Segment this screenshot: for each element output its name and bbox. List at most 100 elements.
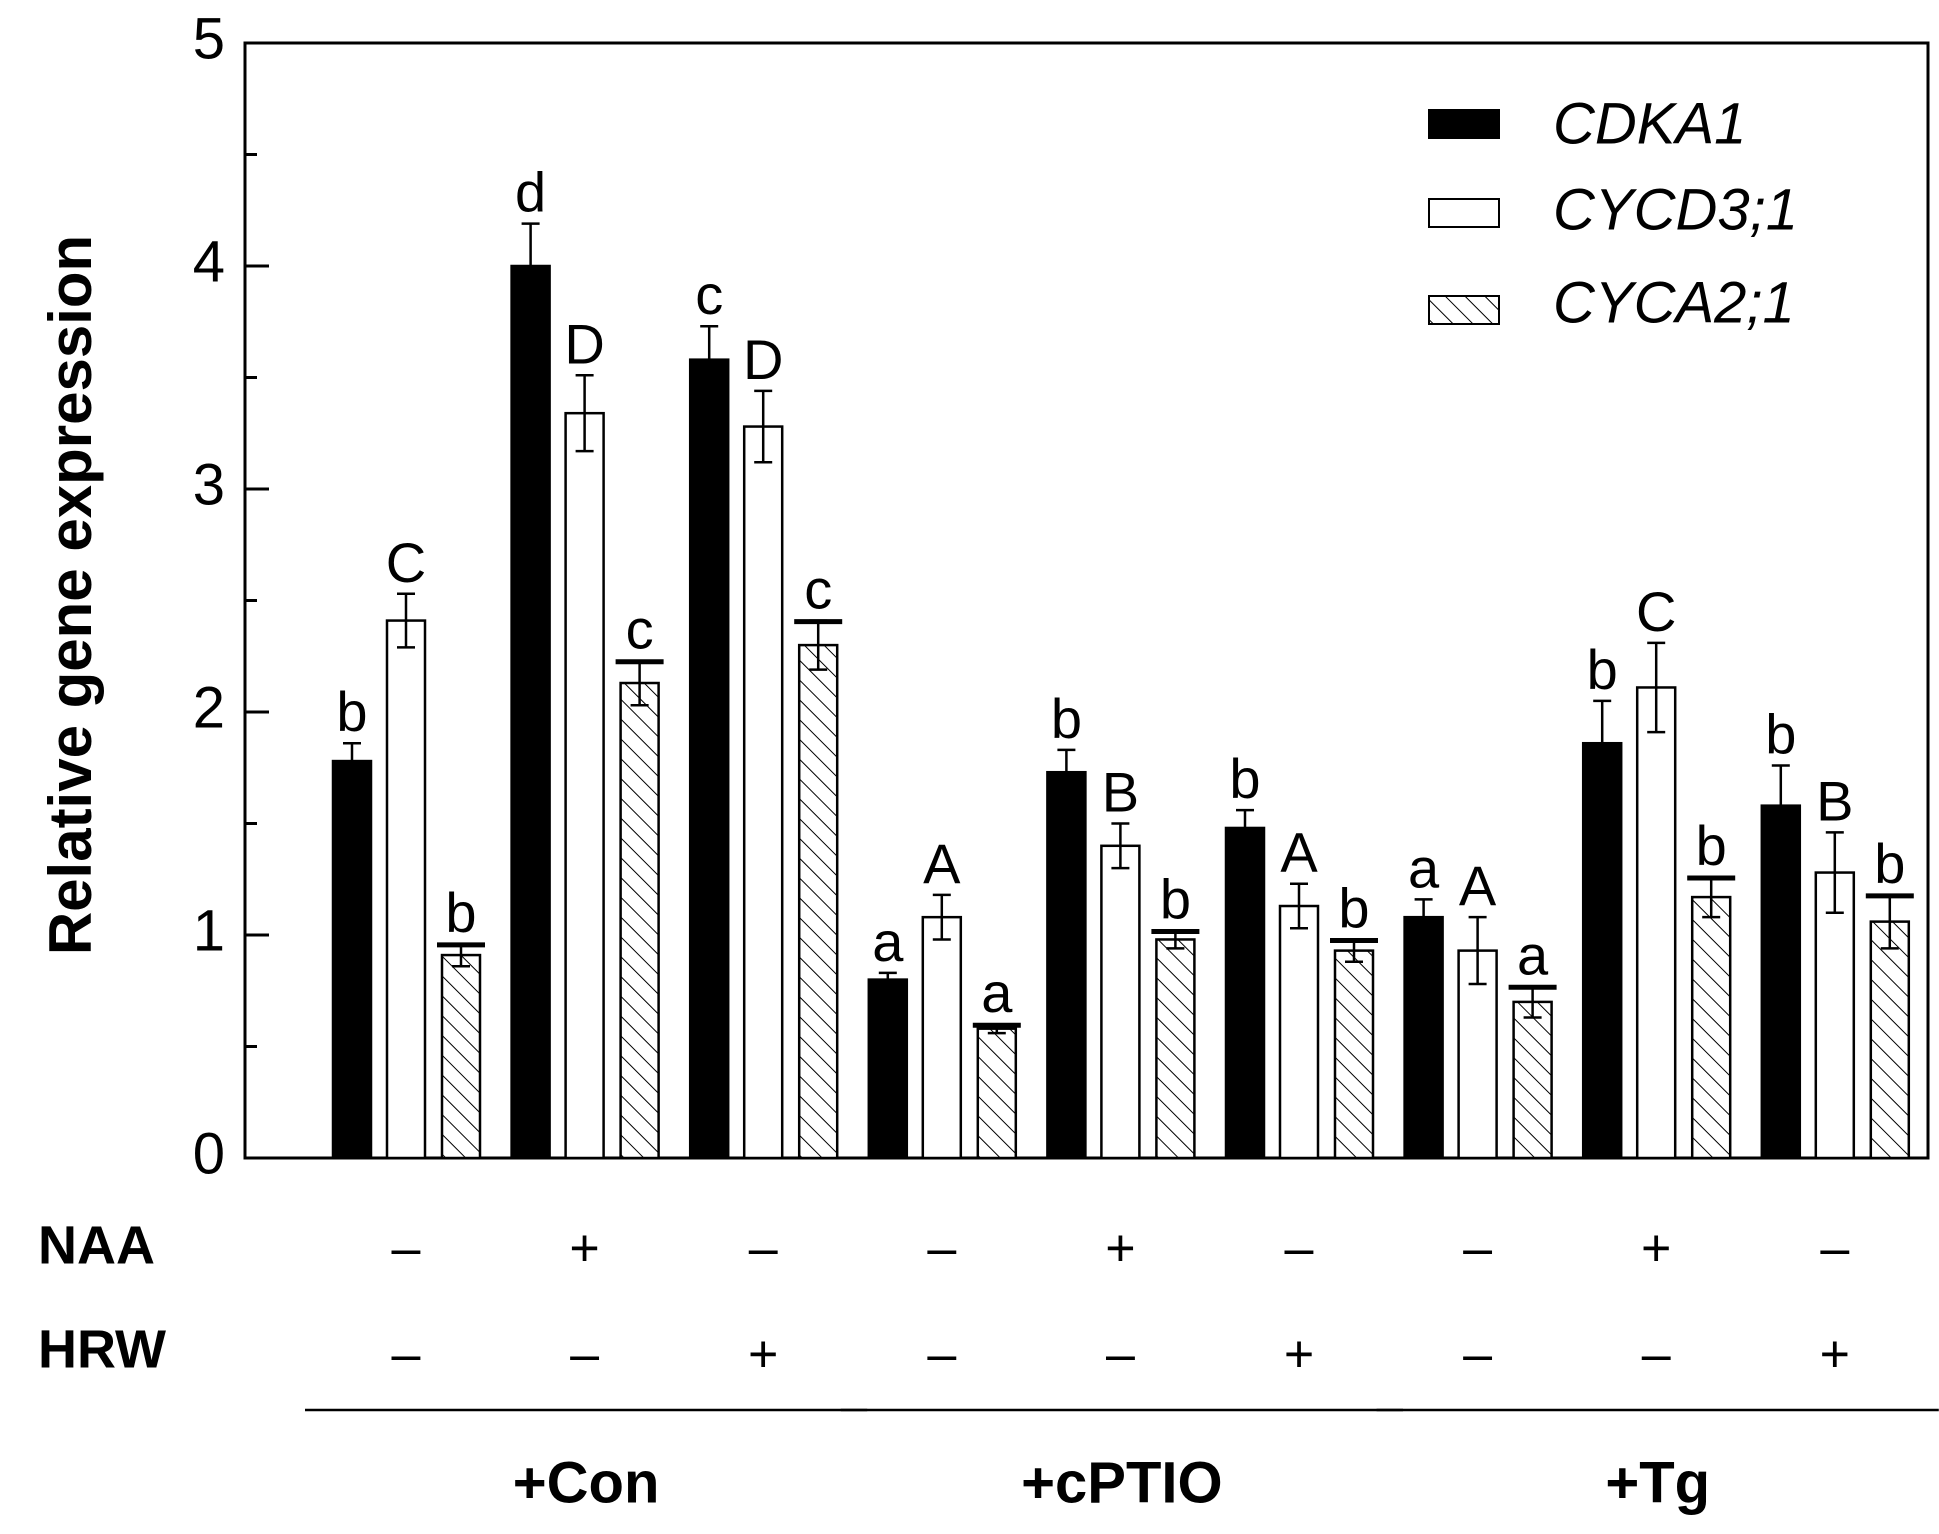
- hrw-sign: –: [927, 1326, 956, 1384]
- error-bar-cycd3-1: [397, 592, 415, 649]
- error-bar-cdka1: [1236, 808, 1254, 848]
- bar-cdka1: [331, 759, 373, 1160]
- bar-cyca2-1: [797, 643, 839, 1160]
- bar-cycd3-1: [385, 619, 427, 1160]
- bar-cycd3-1: [1814, 871, 1856, 1160]
- bar-cycd3-1: [564, 411, 605, 1160]
- letter-cycd3-1: D: [564, 312, 604, 375]
- error-bar-cycd3-1: [575, 374, 594, 453]
- error-bar-cdka1: [1057, 748, 1076, 796]
- bar-cdka1: [688, 358, 730, 1160]
- bar-cycd3-1: [1635, 686, 1677, 1160]
- letter-cycd3-1: C: [386, 531, 426, 594]
- legend-label-cycd3-1: CYCD3;1: [1553, 177, 1798, 242]
- letter-cdka1: b: [336, 680, 367, 743]
- letter-cdka1: b: [1765, 703, 1796, 766]
- letter-cycd3-1: A: [1459, 854, 1497, 917]
- bar-cyca2-1: [1155, 938, 1196, 1160]
- hrw-sign: +: [748, 1326, 778, 1384]
- naa-sign: –: [1285, 1220, 1314, 1278]
- bar-cdka1: [1581, 741, 1623, 1160]
- letter-cyca2-1: b: [445, 881, 476, 944]
- error-bar-cdka1: [700, 324, 719, 395]
- letter-cyca2-1: b: [1160, 868, 1191, 931]
- error-bar-cycd3-1: [754, 389, 773, 464]
- bar-cdka1: [867, 978, 909, 1160]
- naa-sign: –: [392, 1220, 421, 1278]
- hrw-sign: –: [570, 1326, 599, 1384]
- bar-cdka1: [1760, 804, 1802, 1160]
- letter-cyca2-1: b: [1338, 876, 1369, 939]
- letter-cycd3-1: C: [1636, 580, 1676, 643]
- letter-cdka1: c: [695, 263, 723, 326]
- bar-cyca2-1: [976, 1027, 1018, 1160]
- y-tick-label: 4: [193, 229, 225, 294]
- legend-swatch-cyca2-1: [1428, 295, 1500, 325]
- error-bar-cycd3-1: [1290, 882, 1308, 930]
- bar-cyca2-1: [1869, 920, 1911, 1160]
- row-label-naa: NAA: [38, 1215, 155, 1275]
- y-axis: 0 1 2 3 4 5: [193, 6, 269, 1186]
- letter-cyca2-1: c: [804, 558, 832, 621]
- bar-cdka1: [1224, 826, 1266, 1160]
- y-axis-title: Relative gene expression: [37, 235, 104, 955]
- letter-cdka1: a: [1408, 836, 1440, 899]
- legend: CDKA1 CYCD3;1 CYCA2;1: [1428, 91, 1798, 335]
- bar-cdka1: [1403, 915, 1444, 1160]
- treatment-groups: +Con +cPTIO +Tg: [305, 1408, 1939, 1515]
- letter-cdka1: b: [1229, 747, 1260, 810]
- error-bar-cdka1: [1771, 764, 1790, 848]
- legend-swatch-cycd3-1: [1428, 198, 1500, 228]
- bar-cycd3-1: [742, 425, 784, 1160]
- letter-cyca2-1: b: [1696, 814, 1727, 877]
- letter-cyca2-1: a: [981, 961, 1013, 1024]
- error-bar-cycd3-1: [1468, 915, 1487, 986]
- legend-swatch-cdka1: [1428, 109, 1500, 139]
- letter-cycd3-1: A: [923, 832, 961, 895]
- bar-cyca2-1: [1333, 949, 1375, 1160]
- letter-cyca2-1: b: [1874, 832, 1905, 895]
- naa-sign: +: [1641, 1220, 1671, 1278]
- hrw-sign: –: [1463, 1326, 1492, 1384]
- hrw-sign: +: [1820, 1326, 1850, 1384]
- error-bar-cdka1: [1593, 699, 1612, 787]
- letter-cdka1: b: [1587, 638, 1618, 701]
- hrw-sign: –: [1642, 1326, 1671, 1384]
- letter-cycd3-1: B: [1816, 769, 1853, 832]
- error-bar-cdka1: [343, 741, 361, 781]
- bar-cycd3-1: [921, 915, 963, 1160]
- bar-cycd3-1: [1278, 904, 1320, 1160]
- letter-cdka1: a: [872, 910, 904, 973]
- letter-cycd3-1: B: [1102, 761, 1139, 824]
- error-bar-cycd3-1: [1647, 641, 1666, 734]
- naa-sign: –: [1820, 1220, 1849, 1278]
- naa-sign: +: [1105, 1220, 1135, 1278]
- error-bar-cycd3-1: [932, 893, 951, 941]
- error-bar-cycd3-1: [1825, 831, 1844, 914]
- bar-cyca2-1: [1512, 1000, 1553, 1160]
- naa-sign: –: [749, 1220, 778, 1278]
- naa-sign: +: [569, 1220, 599, 1278]
- bar-cdka1: [1046, 770, 1087, 1160]
- y-tick-label: 1: [193, 898, 225, 963]
- hrw-sign: +: [1284, 1326, 1314, 1384]
- letter-cyca2-1: c: [626, 598, 654, 661]
- naa-sign: –: [1463, 1220, 1492, 1278]
- y-tick-label: 3: [193, 452, 225, 517]
- error-bar-cdka1: [521, 222, 540, 310]
- bar-cdka1: [510, 264, 551, 1160]
- group-label: +Con: [513, 1450, 660, 1515]
- error-bar-cdka1: [878, 971, 897, 988]
- y-tick-label: 2: [193, 675, 225, 740]
- bar-cycd3-1: [1100, 844, 1141, 1160]
- bar-cyca2-1: [619, 681, 660, 1160]
- group-label: +cPTIO: [1021, 1450, 1222, 1515]
- naa-sign: –: [927, 1220, 956, 1278]
- legend-label-cyca2-1: CYCA2;1: [1553, 270, 1795, 335]
- bar-cyca2-1: [440, 953, 482, 1160]
- error-bar-cycd3-1: [1111, 822, 1130, 870]
- letter-cdka1: b: [1051, 687, 1082, 750]
- hrw-sign: –: [1106, 1326, 1135, 1384]
